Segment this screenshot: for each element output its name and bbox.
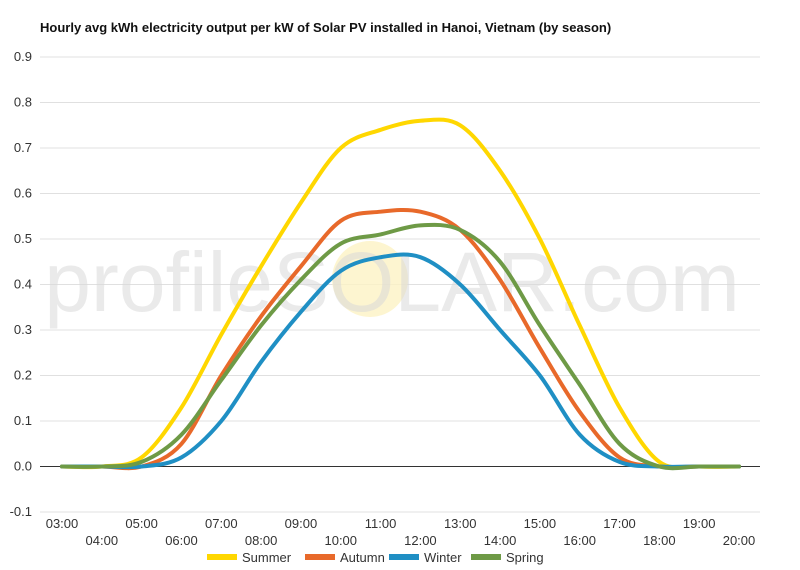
series-line-autumn	[60, 207, 741, 471]
y-tick-label: 0.1	[14, 413, 32, 428]
x-tick-label: 06:00	[165, 533, 198, 548]
y-tick-label: 0.6	[14, 186, 32, 201]
series-line-summer	[60, 117, 741, 470]
x-tick-label: 07:00	[205, 516, 238, 531]
x-tick-label: 12:00	[404, 533, 437, 548]
legend-swatch-winter	[389, 554, 419, 560]
x-tick-label: 20:00	[723, 533, 756, 548]
x-tick-label: 04:00	[86, 533, 119, 548]
x-tick-label: 14:00	[484, 533, 517, 548]
chart-title: Hourly avg kWh electricity output per kW…	[40, 20, 611, 35]
y-tick-label: 0.8	[14, 95, 32, 110]
watermark: profileSOLAR.com	[44, 235, 740, 329]
x-tick-label: 16:00	[563, 533, 596, 548]
x-tick-label: 11:00	[365, 516, 397, 531]
y-tick-label: 0.2	[14, 368, 32, 383]
x-tick-label: 08:00	[245, 533, 278, 548]
x-tick-label: 18:00	[643, 533, 676, 548]
legend-swatch-autumn	[305, 554, 335, 560]
x-tick-label: 03:00	[46, 516, 79, 531]
y-tick-label: 0.7	[14, 140, 32, 155]
legend-label-autumn: Autumn	[340, 550, 385, 565]
y-tick-label: 0.3	[14, 322, 32, 337]
series-line-winter	[60, 252, 741, 470]
y-tick-label: 0.9	[14, 49, 32, 64]
x-tick-label: 09:00	[285, 516, 318, 531]
y-tick-label: 0.4	[14, 277, 32, 292]
x-tick-label: 15:00	[524, 516, 557, 531]
legend-swatch-summer	[207, 554, 237, 560]
x-tick-label: 17:00	[603, 516, 636, 531]
x-tick-label: 05:00	[125, 516, 158, 531]
series	[60, 117, 741, 471]
x-tick-label: 13:00	[444, 516, 477, 531]
y-tick-label: 0.0	[14, 459, 32, 474]
legend: Summer Autumn Winter Spring	[207, 550, 544, 565]
x-tick-label: 19:00	[683, 516, 716, 531]
x-axis: 03:00 04:00 05:00 06:00 07:00 08:00 09:00 10:00…	[46, 516, 756, 548]
legend-swatch-spring	[471, 554, 501, 560]
y-axis: -0.1 0.0 0.1 0.2 0.3 0.4 0.5 0.6 0.7 0.8 0.9	[10, 49, 32, 519]
y-tick-label: -0.1	[10, 504, 32, 519]
legend-label-summer: Summer	[242, 550, 292, 565]
watermark-text: profileSOLAR.com	[44, 235, 740, 329]
series-line-spring	[60, 222, 741, 471]
x-tick-label: 10:00	[324, 533, 357, 548]
legend-label-spring: Spring	[506, 550, 544, 565]
legend-label-winter: Winter	[424, 550, 462, 565]
watermark-sun-icon	[332, 241, 408, 317]
y-tick-label: 0.5	[14, 231, 32, 246]
